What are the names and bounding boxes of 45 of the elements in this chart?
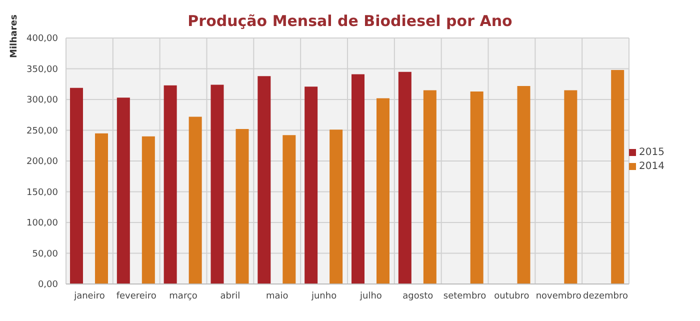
bar: [164, 85, 177, 284]
y-tick-label: 300,00: [26, 96, 58, 106]
y-tick-label: 400,00: [26, 34, 58, 44]
y-tick-label: 0,00: [38, 280, 58, 290]
bar: [70, 88, 83, 284]
bar: [95, 133, 108, 284]
y-tick-label: 50,00: [32, 249, 58, 260]
bar: [330, 130, 343, 284]
bar: [398, 72, 412, 284]
x-tick-label: outubro: [494, 291, 530, 302]
y-tick-label: 200,00: [26, 157, 58, 168]
bar: [116, 98, 130, 284]
bar: [142, 136, 155, 284]
x-tick-label: julho: [358, 291, 382, 302]
legend-label: 2014: [639, 160, 664, 172]
bar: [210, 84, 224, 284]
bar: [611, 70, 624, 284]
y-tick-label: 100,00: [26, 218, 58, 229]
bar: [304, 86, 318, 284]
bar: [282, 135, 296, 284]
x-tick-label: dezembro: [583, 291, 629, 302]
bar: [376, 98, 390, 284]
bar: [258, 76, 271, 284]
legend-label: 2015: [639, 146, 664, 158]
x-tick-label: abril: [220, 291, 240, 302]
y-tick-label: 250,00: [26, 126, 58, 136]
x-tick-label: março: [169, 291, 198, 302]
bar: [470, 92, 484, 284]
bar: [517, 86, 530, 284]
x-tick-label: maio: [266, 291, 289, 302]
bar: [564, 90, 578, 284]
x-tick-label: agosto: [402, 291, 434, 302]
bar: [236, 129, 249, 284]
x-tick-label: janeiro: [73, 291, 106, 302]
y-axis-title: Milhares: [9, 14, 20, 58]
x-tick-label: setembro: [443, 291, 487, 302]
x-tick-label: novembro: [536, 291, 582, 302]
bar: [352, 74, 364, 284]
bar: [423, 90, 436, 284]
chart-title: Produção Mensal de Biodiesel por Ano: [188, 12, 512, 30]
x-tick-label: junho: [310, 291, 338, 302]
x-tick-label: fevereiro: [116, 291, 157, 302]
y-tick-label: 150,00: [26, 188, 58, 198]
y-tick-label: 350,00: [26, 64, 58, 75]
bar: [188, 116, 202, 284]
